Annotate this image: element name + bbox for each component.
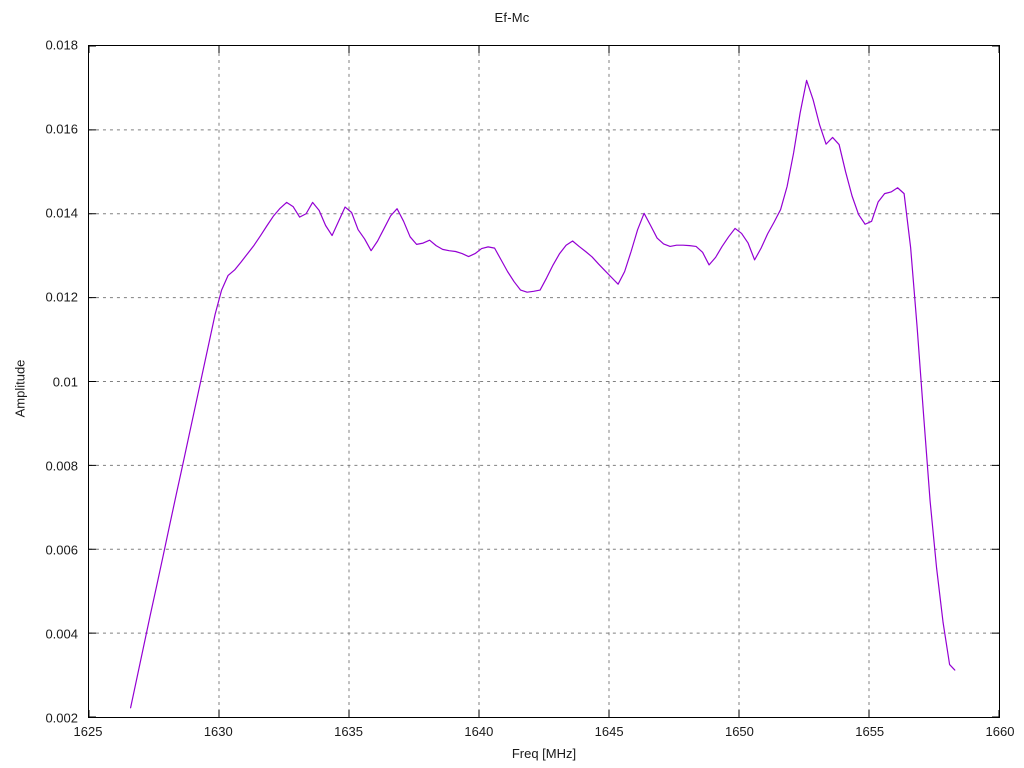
x-axis-tick-label: 1630 xyxy=(203,724,233,739)
x-axis-tick-label: 1640 xyxy=(464,724,494,739)
plot-area xyxy=(88,45,1000,718)
x-axis-tick-label: 1655 xyxy=(855,724,885,739)
grid-layer xyxy=(88,45,1000,718)
y-axis-tick-label: 0.004 xyxy=(45,626,78,642)
y-axis-tick-label: 0.016 xyxy=(45,121,78,137)
y-axis-tick-label: 0.002 xyxy=(45,710,78,726)
y-axis-tick-label: 0.008 xyxy=(45,458,78,474)
y-axis-title: Amplitude xyxy=(12,359,28,418)
x-axis-tick-label: 1660 xyxy=(985,724,1015,739)
data-series-layer xyxy=(129,79,956,709)
y-axis-tick-label: 0.014 xyxy=(45,205,78,221)
x-axis-tick-label: 1625 xyxy=(73,724,103,739)
chart-title: Ef-Mc xyxy=(494,10,530,25)
y-axis-tick-label: 0.012 xyxy=(45,289,78,305)
data-series-line xyxy=(129,79,956,709)
x-axis-tick-label: 1635 xyxy=(334,724,364,739)
y-axis-tick-label: 0.006 xyxy=(45,542,78,558)
x-axis-title: Freq [MHz] xyxy=(511,746,577,761)
x-axis-tick-label: 1650 xyxy=(724,724,754,739)
y-axis-tick-label: 0.018 xyxy=(45,37,78,53)
x-axis-tick-label: 1645 xyxy=(594,724,624,739)
